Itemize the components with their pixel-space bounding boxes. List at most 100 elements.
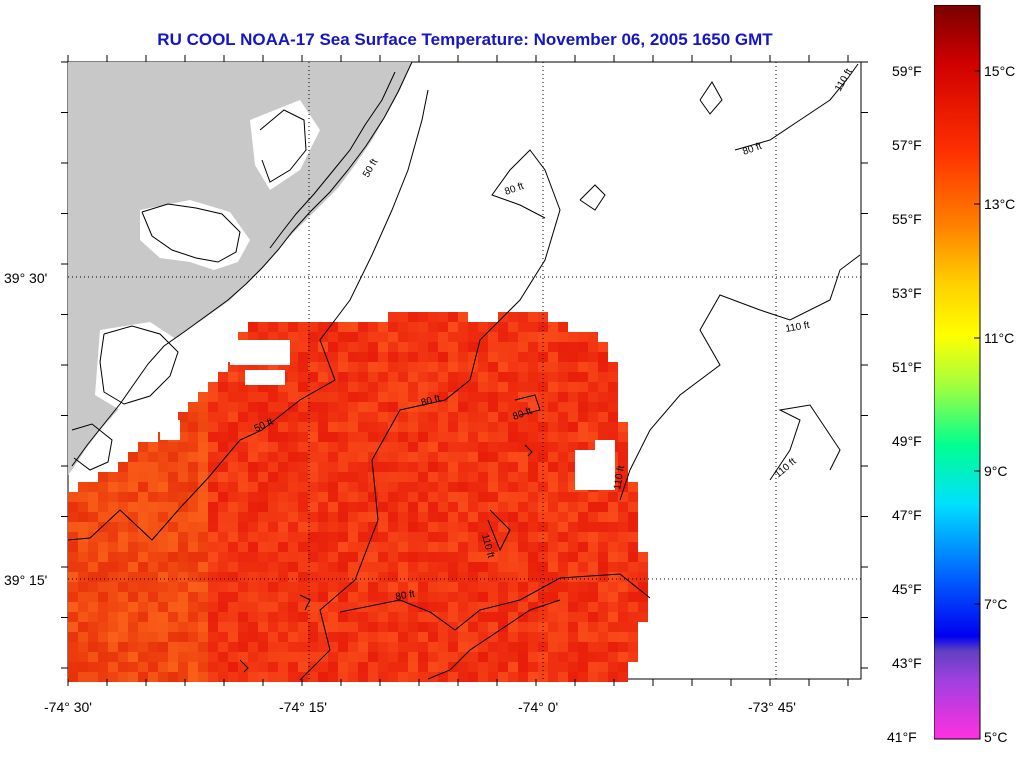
sst-pixel: [598, 612, 608, 622]
sst-pixel: [98, 472, 108, 482]
sst-pixel: [498, 632, 508, 642]
sst-pixel: [228, 402, 238, 412]
sst-pixel: [278, 512, 288, 522]
sst-pixel: [478, 562, 488, 572]
axis-ticks: [61, 55, 868, 686]
sst-pixel: [488, 532, 498, 542]
sst-pixel: [338, 672, 348, 682]
sst-pixel: [328, 342, 338, 352]
sst-pixel: [408, 512, 418, 522]
sst-pixel: [578, 542, 588, 552]
sst-pixel: [478, 482, 488, 492]
sst-pixel: [258, 502, 268, 512]
sst-pixel: [528, 542, 538, 552]
sst-pixel: [328, 672, 338, 682]
sst-pixel: [498, 412, 508, 422]
sst-pixel: [318, 442, 328, 452]
sst-pixel: [568, 382, 578, 392]
sst-pixel: [478, 502, 488, 512]
sst-pixel: [348, 432, 358, 442]
sst-pixel: [528, 502, 538, 512]
sst-pixel: [468, 522, 478, 532]
sst-pixel: [418, 512, 428, 522]
sst-pixel: [278, 672, 288, 682]
sst-pixel: [478, 472, 488, 482]
sst-pixel: [288, 622, 298, 632]
sst-pixel: [278, 492, 288, 502]
sst-pixel: [378, 332, 388, 342]
sst-pixel: [268, 492, 278, 502]
sst-pixel: [248, 492, 258, 502]
sst-pixel: [588, 542, 598, 552]
sst-pixel: [238, 642, 248, 652]
sst-pixel: [228, 632, 238, 642]
sst-pixel: [338, 552, 348, 562]
sst-pixel: [598, 412, 608, 422]
sst-pixel: [88, 602, 98, 612]
sst-pixel: [368, 392, 378, 402]
sst-pixel: [308, 582, 318, 592]
sst-pixel: [78, 582, 88, 592]
sst-pixel: [228, 492, 238, 502]
sst-pixel: [548, 562, 558, 572]
sst-pixel: [628, 612, 638, 622]
sst-pixel: [258, 392, 268, 402]
sst-pixel: [488, 412, 498, 422]
sst-pixel: [248, 432, 258, 442]
sst-pixel: [268, 582, 278, 592]
sst-pixel: [368, 442, 378, 452]
sst-pixel: [498, 582, 508, 592]
sst-pixel: [618, 522, 628, 532]
sst-pixel: [248, 572, 258, 582]
sst-pixel: [478, 372, 488, 382]
sst-pixel: [258, 552, 268, 562]
sst-pixel: [448, 632, 458, 642]
sst-pixel: [68, 622, 78, 632]
sst-pixel: [598, 422, 608, 432]
sst-pixel: [218, 432, 228, 442]
sst-pixel: [398, 642, 408, 652]
sst-pixel: [568, 432, 578, 442]
sst-pixel: [378, 482, 388, 492]
sst-pixel: [518, 362, 528, 372]
sst-pixel: [468, 672, 478, 682]
sst-pixel: [428, 622, 438, 632]
sst-pixel: [298, 372, 308, 382]
sst-pixel: [208, 392, 218, 402]
sst-pixel: [88, 502, 98, 512]
sst-pixel: [288, 562, 298, 572]
sst-pixel: [238, 562, 248, 572]
sst-pixel: [298, 642, 308, 652]
sst-pixel: [508, 612, 518, 622]
sst-pixel: [448, 512, 458, 522]
sst-pixel: [278, 582, 288, 592]
sst-pixel: [238, 472, 248, 482]
sst-pixel: [408, 362, 418, 372]
sst-pixel: [588, 412, 598, 422]
sst-pixel: [318, 452, 328, 462]
sst-pixel: [418, 422, 428, 432]
sst-pixel: [328, 392, 338, 402]
sst-pixel: [578, 582, 588, 592]
sst-pixel: [228, 582, 238, 592]
sst-pixel: [508, 452, 518, 462]
sst-pixel: [328, 642, 338, 652]
sst-pixel: [598, 592, 608, 602]
sst-pixel: [368, 622, 378, 632]
sst-pixel: [538, 372, 548, 382]
sst-pixel: [178, 522, 188, 532]
sst-pixel: [438, 392, 448, 402]
sst-pixel: [578, 512, 588, 522]
sst-pixel: [168, 632, 178, 642]
sst-pixel: [608, 642, 618, 652]
sst-pixel: [528, 452, 538, 462]
sst-pixel: [498, 552, 508, 562]
sst-pixel: [208, 552, 218, 562]
sst-pixel: [378, 432, 388, 442]
sst-pixel: [598, 642, 608, 652]
sst-pixel: [418, 372, 428, 382]
sst-pixel: [188, 452, 198, 462]
sst-pixel: [608, 552, 618, 562]
sst-pixel: [108, 612, 118, 622]
sst-pixel: [338, 492, 348, 502]
